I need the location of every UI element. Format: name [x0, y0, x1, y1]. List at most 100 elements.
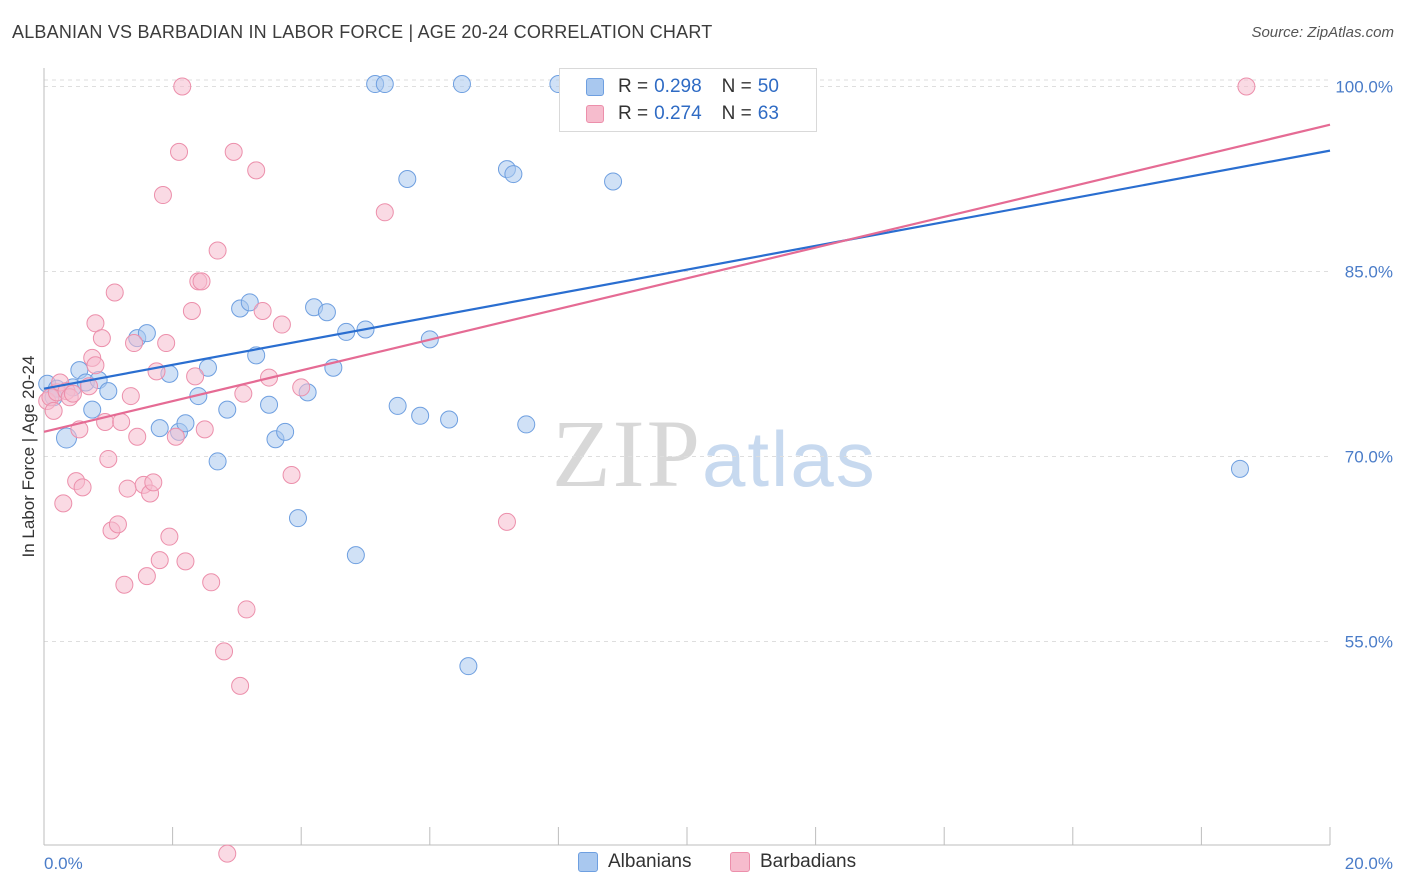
albanian-point [517, 415, 536, 434]
barbadian-point [105, 283, 124, 302]
albanian-point [83, 400, 102, 419]
albanian-point [240, 293, 259, 312]
labels-layer: 55.0% 70.0% 85.0% 100.0% 0.0% 20.0% In Labor F… [19, 78, 1393, 874]
barbadian-point [54, 494, 73, 513]
x-tick-label: 0.0% [44, 854, 83, 873]
albanian-point [411, 406, 430, 425]
barbadian-point [195, 420, 214, 439]
barbadian-point [115, 575, 134, 594]
barbadian-point [208, 241, 227, 260]
barbadian-point [497, 512, 516, 531]
barbadian-point [292, 378, 311, 397]
grid-layer [44, 79, 1330, 642]
barbadian-point [234, 384, 253, 403]
albanian-point [459, 657, 478, 676]
albanian-point [604, 172, 623, 191]
albanian-point [176, 414, 195, 433]
albanians-swatch [586, 78, 604, 96]
barbadian-point [237, 600, 256, 619]
y-tick-label: 100.0% [1335, 78, 1393, 97]
legend-r-label: R = [618, 76, 649, 97]
legend-r-value: 0.274 [654, 103, 702, 124]
albanian-point [1230, 459, 1249, 478]
barbadian-point [231, 676, 250, 695]
albanian-point [288, 509, 307, 528]
barbadian-point [160, 527, 179, 546]
legend-n-label: N = [721, 76, 752, 97]
albanian-point [208, 452, 227, 471]
bottom-legend-albanians: Albanians [578, 851, 691, 873]
barbadian-point [63, 384, 82, 403]
watermark: ZIPatlas [552, 398, 877, 509]
chart-title: ALBANIAN VS BARBADIAN IN LABOR FORCE | A… [12, 22, 713, 42]
albanian-point [137, 324, 156, 343]
bottom-legend-label: Barbadians [760, 851, 857, 872]
y-tick-label: 85.0% [1345, 263, 1393, 282]
barbadian-point [157, 334, 176, 353]
x-tick-label: 20.0% [1345, 854, 1393, 873]
barbadian-point [73, 478, 92, 497]
barbadian-point [44, 401, 63, 420]
y-axis-title: In Labor Force | Age 20-24 [19, 356, 38, 558]
albanian-point [440, 410, 459, 429]
y-tick-label: 55.0% [1345, 633, 1393, 652]
barbadian-point [202, 573, 221, 592]
barbadian-point [218, 844, 237, 863]
barbadian-point [144, 473, 163, 492]
barbadian-point [99, 449, 118, 468]
barbadian-point [150, 551, 169, 570]
albanian-point [504, 165, 523, 184]
watermark-atlas: atlas [702, 415, 877, 503]
albanian-point [218, 400, 237, 419]
albanian-point [99, 382, 118, 401]
barbadian-point [118, 479, 137, 498]
albanians-trend-line [43, 149, 1331, 390]
barbadian-point [128, 427, 147, 446]
legend-n-value: 63 [757, 103, 779, 124]
albanian-point [276, 422, 295, 441]
barbadian-point [86, 356, 105, 375]
albanians-swatch [578, 852, 598, 872]
barbadian-point [215, 642, 234, 661]
trend-layer [43, 123, 1331, 433]
albanian-point [317, 303, 336, 322]
barbadian-point [192, 272, 211, 291]
barbadian-point [272, 315, 291, 334]
bottom-legend-label: Albanians [608, 851, 692, 872]
barbadian-point [125, 334, 144, 353]
albanian-point [388, 396, 407, 415]
albanian-point [346, 546, 365, 565]
albanian-point [260, 395, 279, 414]
barbadian-point [182, 301, 201, 320]
barbadian-point [253, 301, 272, 320]
barbadian-point [108, 515, 127, 534]
albanian-point [375, 75, 394, 94]
legend-n-value: 50 [757, 76, 779, 97]
barbadians-swatch [730, 852, 750, 872]
bottom-legend-barbadians: Barbadians [730, 851, 856, 873]
barbadians-trend-line [43, 123, 1331, 433]
points-layer [38, 75, 1256, 863]
barbadian-point [186, 367, 205, 386]
barbadian-point [92, 329, 111, 348]
barbadian-point [247, 161, 266, 180]
y-tick-label: 70.0% [1345, 448, 1393, 467]
barbadian-point [375, 203, 394, 222]
legend-r-value: 0.298 [654, 76, 702, 97]
barbadian-point [153, 186, 172, 205]
barbadian-point [86, 314, 105, 333]
legend-row-albanians: R = 0.298 N = 50 [586, 74, 779, 100]
watermark-zip: ZIP [552, 400, 702, 507]
barbadian-point [166, 427, 185, 446]
barbadians-swatch [586, 105, 604, 123]
barbadian-point [112, 412, 131, 431]
legend-r-label: R = [618, 103, 649, 124]
axes-layer [43, 68, 1331, 846]
barbadian-point [137, 567, 156, 586]
barbadian-point [170, 142, 189, 161]
legend-row-barbadians: R = 0.274 N = 63 [586, 101, 779, 127]
barbadian-point [176, 552, 195, 571]
chart-source: Source: ZipAtlas.com [1251, 24, 1394, 41]
barbadian-point [121, 387, 140, 406]
